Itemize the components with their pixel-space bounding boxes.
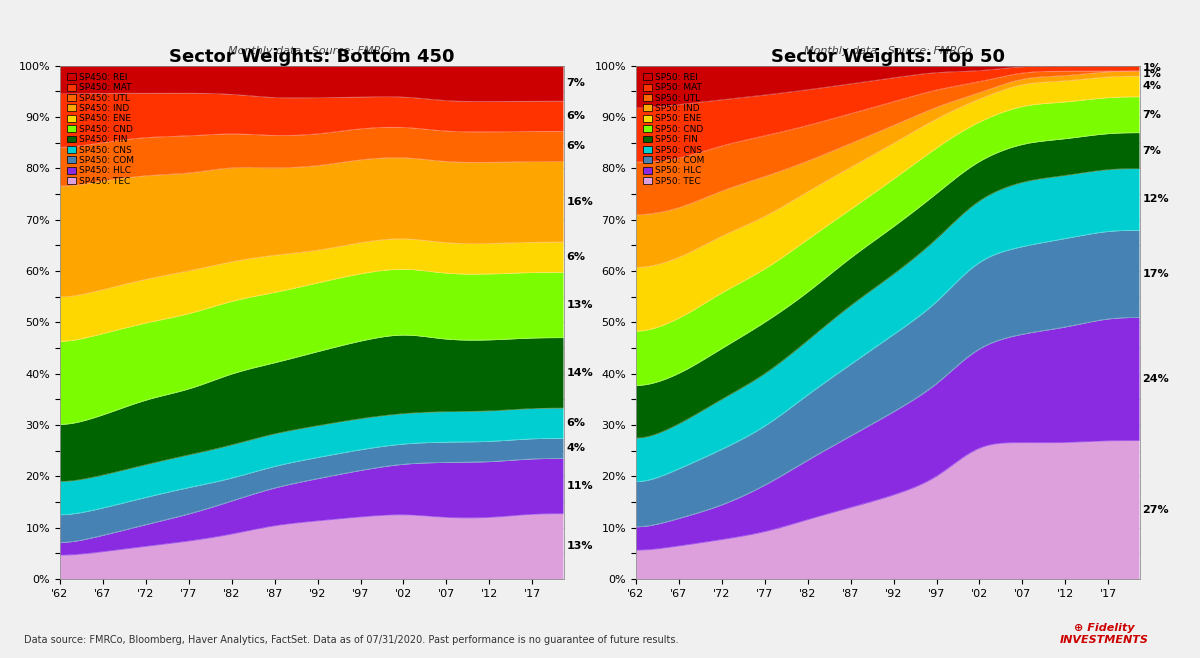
Text: 17%: 17% [1142, 268, 1169, 279]
Text: 4%: 4% [1142, 82, 1162, 91]
Text: 13%: 13% [566, 542, 593, 551]
Text: 4%: 4% [566, 443, 586, 453]
Text: 27%: 27% [1142, 505, 1169, 515]
Text: ⊕ Fidelity
INVESTMENTS: ⊕ Fidelity INVESTMENTS [1060, 623, 1148, 645]
Text: 6%: 6% [566, 418, 586, 428]
Legend: SP50: REI, SP50: MAT, SP50: UTL, SP50: IND, SP50: ENE, SP50: CND, SP50: FIN, SP5: SP50: REI, SP50: MAT, SP50: UTL, SP50: I… [641, 70, 707, 188]
Text: 11%: 11% [566, 481, 593, 491]
Legend: SP450: REI, SP450: MAT, SP450: UTL, SP450: IND, SP450: ENE, SP450: CND, SP450: F: SP450: REI, SP450: MAT, SP450: UTL, SP45… [65, 70, 137, 188]
Text: 1%: 1% [1142, 63, 1162, 73]
Title: Sector Weights: Bottom 450: Sector Weights: Bottom 450 [169, 48, 455, 66]
Text: 6%: 6% [566, 111, 586, 121]
Text: 7%: 7% [566, 78, 586, 88]
Text: 14%: 14% [566, 368, 593, 378]
Text: 13%: 13% [566, 300, 593, 310]
Text: 7%: 7% [1142, 145, 1162, 155]
Text: 24%: 24% [1142, 374, 1169, 384]
Text: 16%: 16% [566, 197, 593, 207]
Text: 6%: 6% [566, 252, 586, 262]
Text: 1%: 1% [1142, 68, 1162, 78]
Text: Monthly data.  Source: FMRCo: Monthly data. Source: FMRCo [228, 45, 396, 55]
Text: 6%: 6% [566, 141, 586, 151]
Title: Sector Weights: Top 50: Sector Weights: Top 50 [772, 48, 1006, 66]
Text: 7%: 7% [1142, 110, 1162, 120]
Text: Monthly data.  Source: FMRCo: Monthly data. Source: FMRCo [804, 45, 972, 55]
Text: 12%: 12% [1142, 194, 1169, 205]
Text: Data source: FMRCo, Bloomberg, Haver Analytics, FactSet. Data as of 07/31/2020. : Data source: FMRCo, Bloomberg, Haver Ana… [24, 635, 678, 645]
